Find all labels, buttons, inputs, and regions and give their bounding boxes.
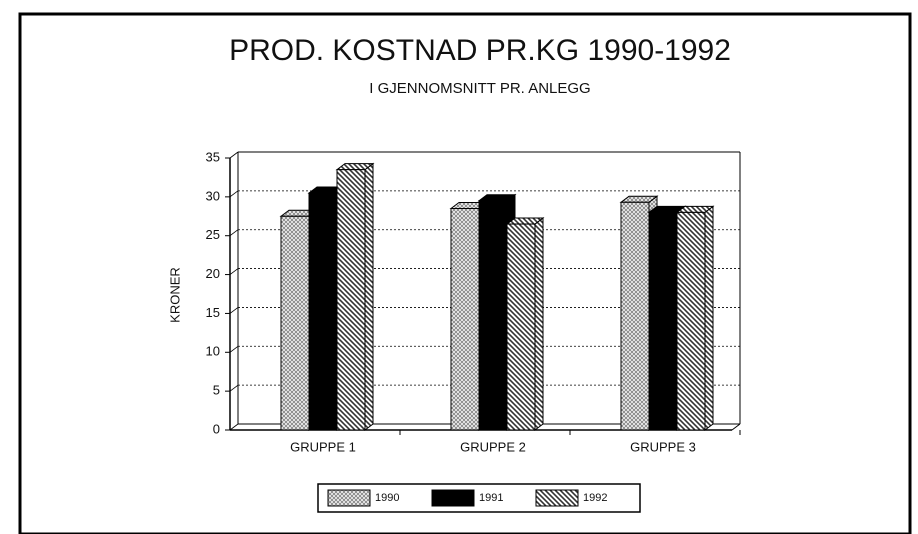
y-tick-label: 5	[213, 383, 220, 398]
bar-front	[478, 200, 508, 431]
y-tick-label: 30	[206, 188, 220, 203]
grid-line	[229, 190, 239, 198]
legend-label: 1990	[375, 492, 399, 504]
legend-swatch	[327, 489, 371, 507]
legend-label: 1991	[479, 492, 503, 504]
legend-label: 1992	[583, 492, 607, 504]
bar-front	[676, 211, 706, 431]
bar-front	[648, 211, 678, 431]
x-tick-label: GRUPPE 3	[630, 439, 696, 454]
grid-line	[229, 345, 239, 353]
chart-subtitle: I GJENNOMSNITT PR. ANLEGG	[369, 80, 590, 97]
y-tick-label: 0	[213, 421, 220, 436]
bar-front	[450, 208, 480, 431]
bar-front	[506, 223, 536, 431]
legend-swatch	[431, 489, 475, 507]
frame	[18, 12, 912, 534]
legend-swatch	[535, 489, 579, 507]
grid-line	[229, 384, 239, 392]
bar-side	[704, 205, 714, 431]
bar-side	[364, 162, 374, 431]
x-tick-label: GRUPPE 1	[290, 439, 356, 454]
floor-edge	[731, 423, 741, 431]
bar-side	[534, 217, 544, 431]
bar-front	[280, 215, 310, 431]
grid-line	[229, 151, 239, 159]
grid-line	[229, 268, 239, 275]
legend-box	[317, 483, 641, 513]
grid-line	[229, 423, 239, 431]
bar	[505, 217, 545, 431]
bar	[675, 205, 715, 431]
bar-front	[308, 192, 338, 431]
y-tick-label: 20	[206, 266, 220, 281]
y-tick-label: 35	[206, 149, 220, 164]
y-tick-label: 15	[206, 305, 220, 320]
bar-front	[336, 169, 366, 431]
grid-line	[229, 229, 239, 237]
y-tick-label: 10	[206, 344, 220, 359]
y-tick-label: 25	[206, 227, 220, 242]
bar-front	[620, 201, 650, 431]
grid-line	[229, 307, 239, 314]
y-axis-label: KRONER	[167, 267, 182, 323]
chart-title: PROD. KOSTNAD PR.KG 1990-1992	[229, 34, 731, 67]
bar	[335, 162, 375, 431]
x-tick-label: GRUPPE 2	[460, 439, 526, 454]
